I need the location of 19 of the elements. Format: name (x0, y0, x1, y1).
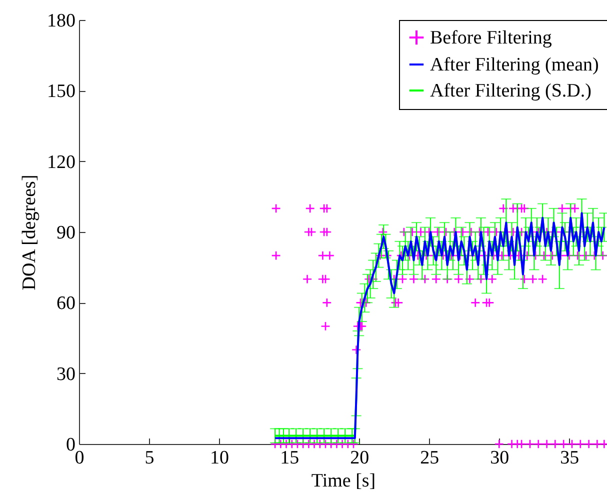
x-tick-label: 30 (490, 448, 510, 468)
y-axis-title: DOA [degrees] (19, 174, 40, 290)
x-tick-label: 10 (210, 448, 230, 468)
legend-label: After Filtering (mean) (430, 54, 599, 76)
x-tick-label: 35 (560, 448, 580, 468)
y-tick-label: 180 (47, 10, 76, 32)
x-tick-label: 25 (420, 448, 440, 468)
legend-label: After Filtering (S.D.) (430, 80, 592, 102)
y-tick-label: 90 (56, 222, 76, 244)
x-tick-label: 15 (280, 448, 300, 468)
legend-label: Before Filtering (430, 28, 552, 48)
y-tick-label: 120 (47, 152, 76, 173)
x-axis-title: Time [s] (311, 470, 376, 492)
y-tick-label: 150 (47, 81, 76, 102)
x-tick-label: 20 (350, 448, 370, 468)
y-tick-label: 60 (56, 293, 76, 314)
y-tick-label: 30 (56, 364, 76, 385)
y-tick-label: 0 (66, 434, 76, 456)
x-tick-label: 5 (144, 448, 154, 468)
